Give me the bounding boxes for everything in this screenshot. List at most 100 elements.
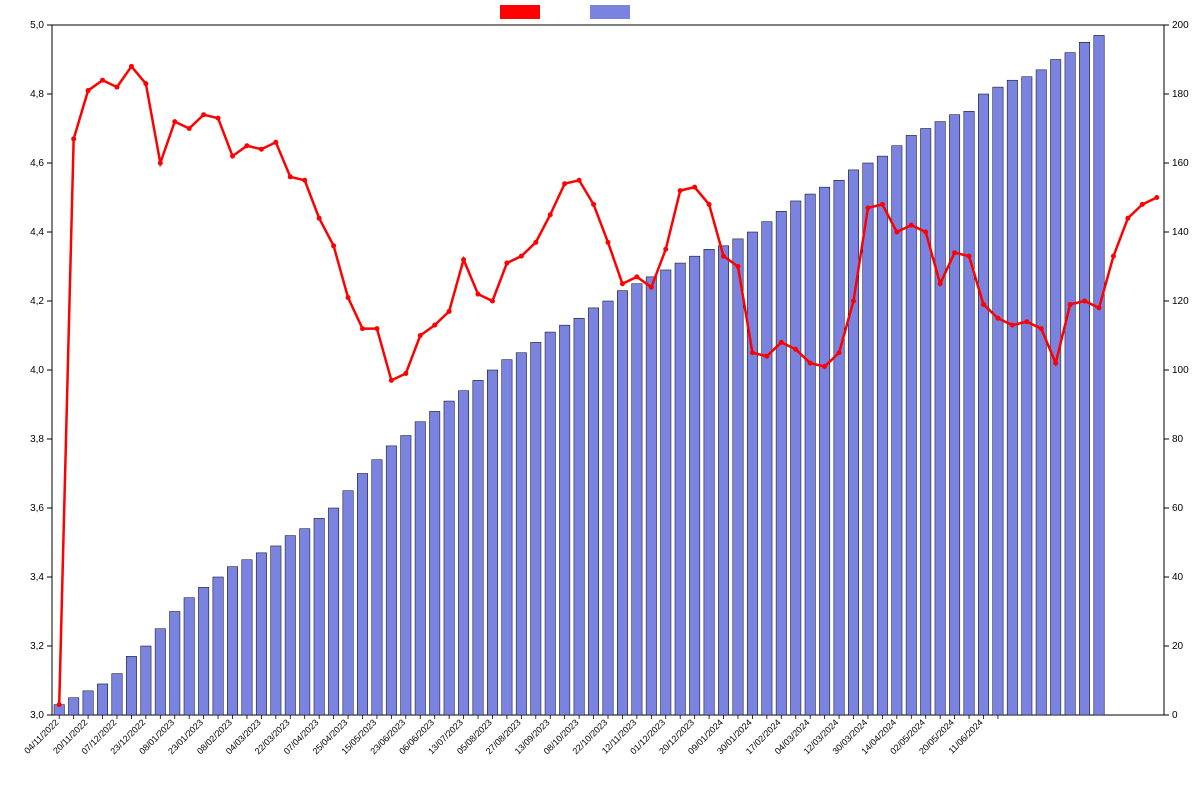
right-axis-tick-label: 80 — [1172, 434, 1184, 445]
bar — [415, 422, 425, 715]
line-marker — [114, 85, 119, 90]
line-marker — [663, 247, 668, 252]
line-marker — [100, 78, 105, 83]
line-marker — [548, 212, 553, 217]
left-axis-tick-label: 3,4 — [30, 572, 44, 583]
line-marker — [273, 140, 278, 145]
line-marker — [620, 281, 625, 286]
bar — [372, 460, 382, 715]
line-marker — [86, 88, 91, 93]
bar — [863, 163, 873, 715]
line-marker — [865, 205, 870, 210]
bar — [271, 546, 281, 715]
bar — [661, 270, 671, 715]
bar — [704, 249, 714, 715]
left-axis-tick-label: 3,8 — [30, 434, 44, 445]
line-marker — [981, 302, 986, 307]
bar — [877, 156, 887, 715]
line-marker — [288, 174, 293, 179]
bar — [1022, 77, 1032, 715]
bar — [588, 308, 598, 715]
bar — [227, 567, 237, 715]
legend-swatch — [500, 5, 540, 19]
left-axis-tick-label: 3,6 — [30, 503, 44, 514]
bar — [155, 629, 165, 715]
bar — [83, 691, 93, 715]
bar — [126, 656, 136, 715]
line-marker — [143, 81, 148, 86]
bar — [603, 301, 613, 715]
line-marker — [938, 281, 943, 286]
bar — [256, 553, 266, 715]
right-axis-tick-label: 180 — [1172, 89, 1189, 100]
line-marker — [1097, 305, 1102, 310]
bar — [184, 598, 194, 715]
line-marker — [447, 309, 452, 314]
bar — [718, 246, 728, 715]
bar — [112, 674, 122, 715]
line-marker — [302, 178, 307, 183]
bar — [848, 170, 858, 715]
bar — [632, 284, 642, 715]
line-marker — [577, 178, 582, 183]
line-marker — [432, 323, 437, 328]
line-marker — [158, 161, 163, 166]
chart-svg: 3,03,23,43,63,84,04,24,44,64,85,00204060… — [0, 0, 1200, 800]
bar — [516, 353, 526, 715]
line-marker — [606, 240, 611, 245]
line-marker — [346, 295, 351, 300]
bar — [791, 201, 801, 715]
bar — [646, 277, 656, 715]
line-marker — [721, 254, 726, 259]
right-axis-tick-label: 0 — [1172, 710, 1178, 721]
bar — [949, 115, 959, 715]
bar — [1065, 53, 1075, 715]
bar — [617, 291, 627, 715]
line-marker — [894, 230, 899, 235]
line-marker — [880, 202, 885, 207]
bar — [762, 222, 772, 715]
line-marker — [562, 181, 567, 186]
line-marker — [692, 185, 697, 190]
bar — [487, 370, 497, 715]
right-axis-tick-label: 200 — [1172, 20, 1189, 31]
bar — [1094, 35, 1104, 715]
bar — [198, 587, 208, 715]
dual-axis-combo-chart: 3,03,23,43,63,84,04,24,44,64,85,00204060… — [0, 0, 1200, 800]
line-marker — [750, 350, 755, 355]
line-marker — [259, 147, 264, 152]
line-marker — [360, 326, 365, 331]
right-axis-tick-label: 40 — [1172, 572, 1184, 583]
bar — [170, 612, 180, 716]
line-marker — [216, 116, 221, 121]
line-marker — [1053, 361, 1058, 366]
bar — [978, 94, 988, 715]
line-marker — [71, 136, 76, 141]
line-marker — [822, 364, 827, 369]
bar — [1079, 42, 1089, 715]
line-marker — [923, 230, 928, 235]
line-marker — [317, 216, 322, 221]
line-marker — [837, 350, 842, 355]
bar — [401, 436, 411, 715]
line-marker — [1082, 299, 1087, 304]
bar — [993, 87, 1003, 715]
line-marker — [678, 188, 683, 193]
bar — [675, 263, 685, 715]
legend-swatch — [590, 5, 630, 19]
bar — [819, 187, 829, 715]
bar — [458, 391, 468, 715]
bar — [1007, 80, 1017, 715]
line-marker — [779, 340, 784, 345]
bar — [357, 474, 367, 716]
bar — [733, 239, 743, 715]
bar — [242, 560, 252, 715]
bar — [430, 411, 440, 715]
bar — [689, 256, 699, 715]
line-marker — [1039, 326, 1044, 331]
line-marker — [634, 274, 639, 279]
bar — [805, 194, 815, 715]
bar — [97, 684, 107, 715]
bar — [747, 232, 757, 715]
line-marker — [735, 264, 740, 269]
